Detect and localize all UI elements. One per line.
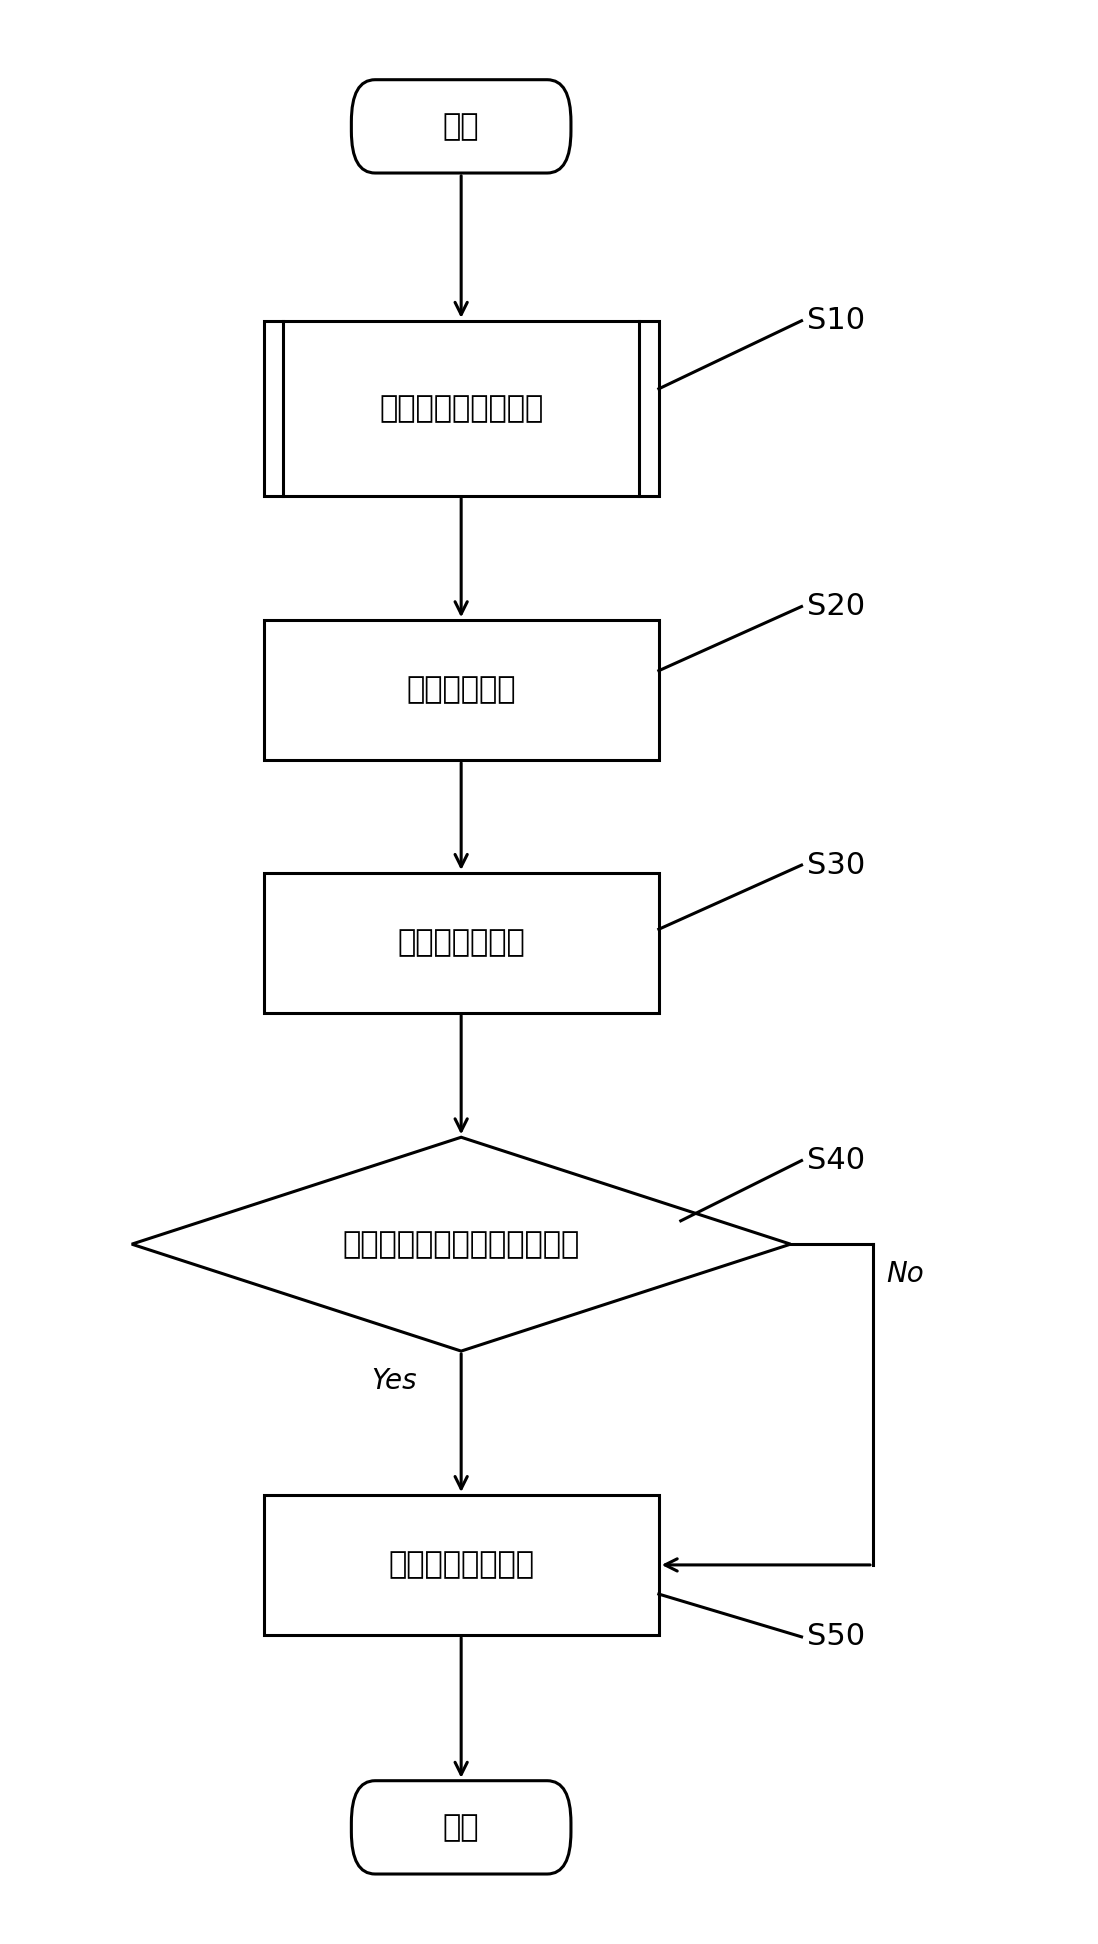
Text: 接收检索指令: 接收检索指令 xyxy=(406,677,516,704)
Text: No: No xyxy=(886,1260,923,1287)
Text: S50: S50 xyxy=(807,1623,865,1650)
Bar xyxy=(264,321,659,496)
FancyBboxPatch shape xyxy=(351,80,571,173)
Text: Yes: Yes xyxy=(371,1367,417,1394)
Text: 结束: 结束 xyxy=(442,1814,480,1841)
Text: 打印用户所需文件: 打印用户所需文件 xyxy=(389,1551,534,1579)
Text: S30: S30 xyxy=(807,851,865,879)
Bar xyxy=(264,873,659,1013)
FancyBboxPatch shape xyxy=(351,1781,571,1874)
Polygon shape xyxy=(132,1137,791,1351)
Text: 用户预览文件并选择是否打印: 用户预览文件并选择是否打印 xyxy=(343,1231,580,1258)
Bar xyxy=(264,620,659,760)
Bar xyxy=(264,1495,659,1635)
Text: S20: S20 xyxy=(807,593,865,620)
Text: 接收文件和存储文件: 接收文件和存储文件 xyxy=(379,395,544,422)
Text: 开始: 开始 xyxy=(442,113,480,140)
Text: S40: S40 xyxy=(807,1147,865,1174)
Text: S10: S10 xyxy=(807,307,865,334)
Text: 获得检索的文件: 获得检索的文件 xyxy=(397,929,525,956)
